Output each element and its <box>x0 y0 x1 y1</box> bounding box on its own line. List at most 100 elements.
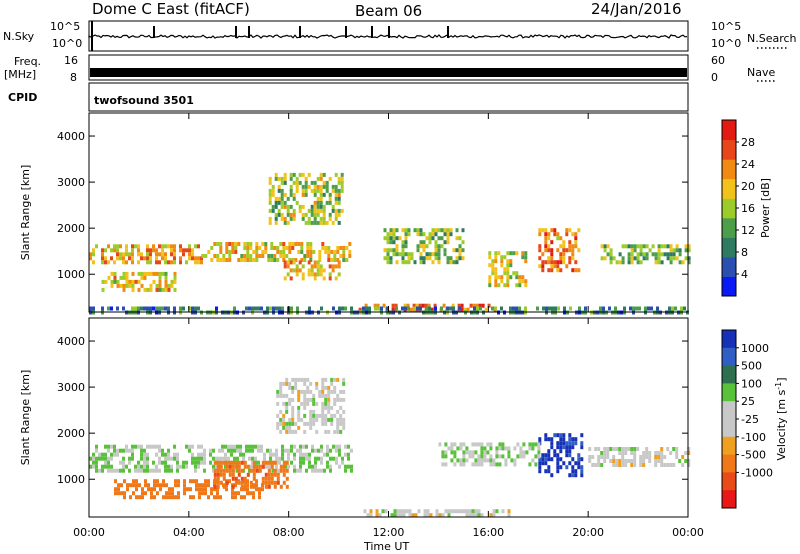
velocity-cell <box>249 480 253 485</box>
power-cell <box>258 254 262 258</box>
power-cell <box>394 303 398 308</box>
power-cell <box>491 306 494 311</box>
velocity-cell <box>257 444 260 449</box>
power-cell <box>422 260 426 265</box>
power-cell <box>231 246 235 250</box>
velocity-cell <box>308 464 311 469</box>
velocity-cell <box>630 447 634 451</box>
velocity-cell <box>198 495 201 500</box>
velocity-cell <box>483 450 487 455</box>
velocity-cell <box>344 444 347 449</box>
power-cell <box>331 188 335 193</box>
power-cell <box>545 306 548 311</box>
velocity-cell <box>336 409 340 414</box>
power-cell <box>392 240 396 245</box>
velocity-cell <box>312 413 316 418</box>
power-cell <box>675 244 679 249</box>
velocity-cell <box>279 421 283 426</box>
power-cell <box>161 252 164 257</box>
velocity-cell <box>326 444 329 449</box>
power-cell <box>298 204 302 209</box>
velocity-cell <box>188 448 191 453</box>
power-cell <box>140 306 143 311</box>
power-cell <box>466 307 470 312</box>
velocity-cell <box>128 456 131 461</box>
velocity-cell <box>191 456 194 461</box>
velocity-cell <box>414 513 418 518</box>
velocity-cell <box>189 495 192 500</box>
velocity-cell <box>282 480 286 485</box>
freq-tick-bottom: 8 <box>70 71 77 84</box>
power-cell <box>488 279 492 284</box>
velocity-cell <box>438 513 442 518</box>
velocity-cell <box>234 483 237 488</box>
power-cell <box>261 254 265 258</box>
power-cell <box>550 252 554 257</box>
power-cell <box>654 260 658 265</box>
power-cell <box>541 252 545 257</box>
velocity-cell <box>336 425 340 430</box>
velocity-cell <box>246 491 249 496</box>
power-cell <box>332 306 335 311</box>
velocity-cell <box>309 381 313 386</box>
velocity-cell <box>251 464 254 469</box>
velocity-cell <box>498 462 502 467</box>
velocity-cell <box>312 393 316 398</box>
velocity-cell <box>135 483 138 488</box>
velocity-cell <box>278 468 281 473</box>
power-cell <box>334 212 338 217</box>
power-cell <box>304 176 308 181</box>
velocity-cell <box>559 465 563 470</box>
velocity-cell <box>276 472 280 477</box>
velocity-cell <box>444 462 448 467</box>
power-cell <box>161 287 165 292</box>
velocity-cell <box>164 460 167 465</box>
power-cell <box>609 252 613 257</box>
velocity-cell <box>335 448 338 453</box>
power-cell <box>645 244 649 249</box>
velocity-cell <box>606 455 610 459</box>
power-cell <box>672 248 676 253</box>
power-cell <box>304 184 308 189</box>
power-cell <box>410 256 414 261</box>
power-cell <box>286 260 290 265</box>
velocity-cell <box>333 397 337 402</box>
power-cell <box>497 283 501 288</box>
power-cell <box>449 228 453 233</box>
velocity-colorbar-swatch <box>722 454 736 473</box>
power-cell <box>654 256 658 261</box>
power-cell <box>255 246 259 250</box>
power-cell <box>334 208 338 213</box>
velocity-cell <box>191 452 194 457</box>
power-cell <box>401 228 405 233</box>
power-cell <box>261 250 265 254</box>
power-cell <box>191 256 194 261</box>
power-cell <box>392 232 396 237</box>
velocity-cell <box>95 468 98 473</box>
velocity-cell <box>119 448 122 453</box>
power-cell <box>337 188 341 193</box>
power-cell <box>140 256 143 261</box>
power-cell <box>491 271 495 276</box>
power-cell <box>274 176 278 181</box>
velocity-cell <box>203 452 206 457</box>
velocity-cell <box>320 448 323 453</box>
velocity-cell <box>264 484 268 489</box>
velocity-cell <box>342 417 346 422</box>
velocity-cell <box>465 458 469 463</box>
power-cell <box>512 271 516 276</box>
power-cell <box>143 256 146 261</box>
power-cell <box>316 196 320 201</box>
velocity-cell <box>309 397 313 402</box>
velocity-cell <box>179 464 182 469</box>
power-cell <box>246 246 250 250</box>
power-cell <box>547 232 551 237</box>
power-cell <box>143 271 147 276</box>
velocity-cell <box>153 483 156 488</box>
power-cell <box>434 240 438 245</box>
power-cell <box>657 252 661 257</box>
velocity-cell <box>556 465 560 470</box>
power-cell <box>104 248 107 253</box>
power-cell <box>298 172 302 177</box>
power-cell <box>146 306 149 311</box>
